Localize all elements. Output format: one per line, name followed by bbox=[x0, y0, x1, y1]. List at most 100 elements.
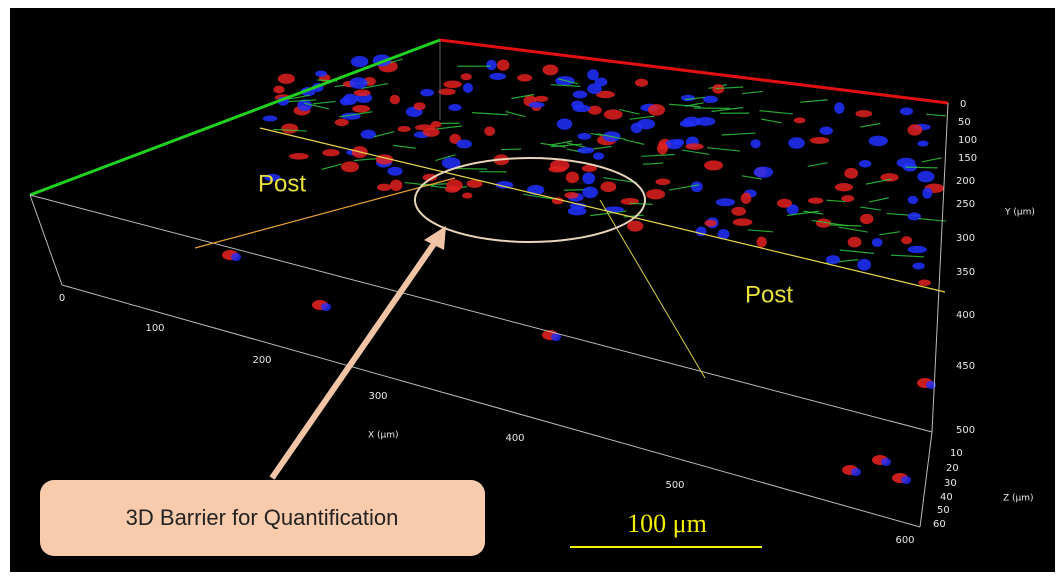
cell-fiber bbox=[905, 167, 937, 168]
y-tick-label: 450 bbox=[956, 361, 975, 372]
x-tick-label: 600 bbox=[895, 535, 914, 546]
cell bbox=[322, 149, 339, 156]
cell bbox=[390, 180, 402, 191]
cell bbox=[834, 102, 844, 114]
cell bbox=[908, 196, 918, 204]
cell bbox=[587, 83, 602, 94]
cell bbox=[857, 259, 871, 271]
cell bbox=[627, 221, 643, 232]
y-tick-label: 250 bbox=[956, 199, 975, 210]
y-tick-label: 200 bbox=[956, 176, 975, 187]
cell bbox=[922, 188, 932, 199]
cell bbox=[835, 183, 853, 192]
cell bbox=[571, 100, 583, 109]
cell bbox=[377, 184, 391, 191]
cell bbox=[489, 73, 506, 80]
cell bbox=[354, 90, 371, 97]
cell bbox=[350, 77, 368, 89]
cell bbox=[351, 56, 368, 67]
cell bbox=[438, 88, 455, 95]
cell bbox=[794, 117, 806, 123]
y-tick-label: 500 bbox=[956, 425, 975, 436]
cell bbox=[588, 106, 602, 115]
cell bbox=[901, 476, 911, 484]
cell bbox=[273, 86, 284, 94]
callout-text: 3D Barrier for Quantification bbox=[126, 505, 399, 530]
cell bbox=[917, 141, 928, 147]
cell bbox=[315, 70, 327, 76]
cell bbox=[733, 218, 753, 225]
cell bbox=[913, 262, 925, 269]
cell bbox=[851, 468, 861, 476]
cell bbox=[529, 102, 545, 108]
cell bbox=[907, 124, 922, 135]
cell bbox=[577, 147, 594, 154]
cell bbox=[696, 117, 716, 126]
cell bbox=[484, 126, 495, 136]
cell bbox=[703, 96, 718, 103]
cell bbox=[810, 137, 829, 144]
cell bbox=[756, 237, 766, 248]
cell bbox=[289, 153, 309, 160]
cell bbox=[848, 237, 862, 248]
cell bbox=[808, 197, 823, 203]
cell bbox=[462, 193, 472, 199]
cell bbox=[263, 115, 278, 121]
cell bbox=[543, 64, 559, 75]
microscopy-render: 3D Barrier for Quantification Post Post … bbox=[0, 0, 1064, 580]
y-tick-label: 100 bbox=[958, 135, 977, 146]
cell bbox=[635, 79, 648, 87]
y-tick-label: 300 bbox=[956, 233, 975, 244]
x-tick-label: 0 bbox=[59, 293, 65, 304]
cell bbox=[754, 167, 774, 178]
cell bbox=[646, 189, 665, 199]
z-tick-label: 60 bbox=[933, 519, 946, 530]
cell bbox=[855, 110, 872, 117]
cell bbox=[648, 104, 665, 116]
cell bbox=[420, 89, 434, 97]
z-tick-label: 10 bbox=[950, 448, 963, 459]
cell bbox=[415, 124, 435, 130]
y-tick-label: 150 bbox=[958, 153, 977, 164]
cell bbox=[908, 212, 921, 220]
cell bbox=[341, 161, 359, 172]
cell bbox=[704, 160, 723, 170]
cell bbox=[582, 172, 595, 184]
page: {"annotations": {"post_left": "Post", "p… bbox=[0, 0, 1064, 580]
cell bbox=[859, 160, 871, 167]
cell bbox=[637, 119, 655, 130]
cell bbox=[593, 152, 604, 159]
cell bbox=[881, 458, 891, 466]
x-tick-label: 400 bbox=[505, 433, 524, 444]
post-label: Post bbox=[745, 281, 793, 308]
cell bbox=[691, 181, 703, 192]
cell bbox=[398, 126, 411, 132]
cell bbox=[681, 95, 695, 102]
z-tick-label: 20 bbox=[946, 463, 959, 474]
cell bbox=[587, 69, 599, 80]
cell bbox=[456, 139, 471, 148]
cell bbox=[486, 60, 497, 70]
cell bbox=[751, 139, 761, 148]
cell bbox=[497, 60, 510, 71]
y-tick-label: 400 bbox=[956, 310, 975, 321]
cell bbox=[704, 220, 716, 227]
cell bbox=[777, 199, 792, 208]
scale-bar-label: 100 μm bbox=[627, 509, 707, 538]
cell bbox=[869, 136, 888, 147]
cell bbox=[445, 186, 459, 193]
cell bbox=[918, 280, 931, 286]
cell bbox=[573, 91, 588, 99]
cell bbox=[826, 255, 840, 264]
cell bbox=[443, 80, 461, 88]
x-tick-label: 500 bbox=[665, 480, 684, 491]
cell bbox=[231, 253, 241, 261]
cell bbox=[860, 214, 874, 224]
axis-title: Y (μm) bbox=[1004, 208, 1035, 218]
cell bbox=[788, 137, 805, 149]
cell bbox=[600, 181, 616, 192]
cell bbox=[281, 123, 298, 133]
cell bbox=[557, 118, 572, 129]
y-tick-label: 50 bbox=[958, 117, 971, 128]
cell-fiber bbox=[501, 149, 521, 150]
